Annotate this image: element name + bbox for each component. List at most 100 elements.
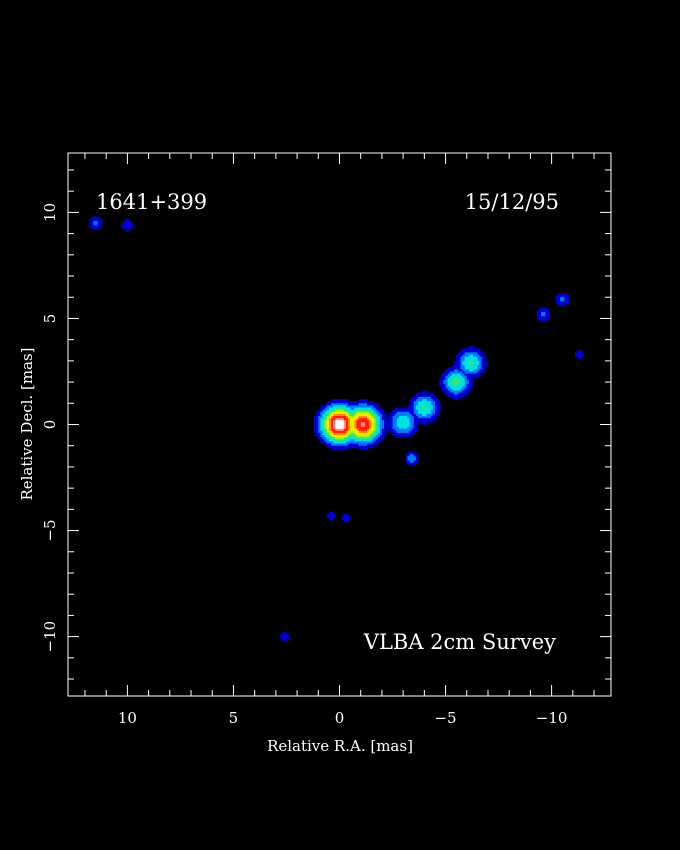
- emission-pixel: [426, 420, 429, 423]
- emission-pixel: [354, 443, 357, 447]
- emission-pixel: [541, 318, 544, 321]
- emission-pixel: [282, 638, 285, 642]
- emission-pixel: [362, 420, 366, 423]
- emission-pixel: [324, 441, 328, 444]
- emission-pixel: [460, 373, 463, 377]
- emission-pixel: [362, 435, 366, 438]
- emission-pixel: [328, 515, 332, 519]
- emission-pixel: [343, 409, 347, 413]
- emission-pixel: [354, 411, 357, 415]
- emission-pixel: [432, 409, 436, 413]
- emission-pixel: [428, 403, 432, 406]
- emission-pixel: [405, 432, 408, 436]
- emission-pixel: [362, 422, 366, 425]
- emission-pixel: [381, 428, 385, 432]
- emission-pixel: [347, 424, 351, 428]
- emission-pixel: [447, 384, 451, 387]
- emission-pixel: [384, 430, 387, 434]
- emission-pixel: [466, 390, 470, 394]
- emission-pixel: [352, 420, 355, 423]
- y-tick-label: 0: [41, 420, 59, 430]
- emission-pixel: [471, 367, 474, 370]
- emission-pixel: [337, 447, 340, 451]
- emission-pixel: [350, 443, 353, 447]
- emission-pixel: [331, 432, 334, 436]
- emission-pixel: [123, 227, 126, 230]
- emission-pixel: [456, 371, 459, 374]
- emission-pixel: [543, 314, 546, 317]
- emission-pixel: [324, 439, 328, 442]
- emission-pixel: [390, 416, 393, 419]
- emission-pixel: [413, 407, 417, 411]
- emission-pixel: [424, 403, 427, 406]
- emission-pixel: [286, 636, 289, 640]
- emission-pixel: [415, 403, 419, 406]
- emission-pixel: [358, 443, 362, 447]
- emission-pixel: [468, 356, 472, 360]
- emission-pixel: [428, 411, 432, 415]
- emission-pixel: [373, 437, 376, 440]
- emission-pixel: [454, 369, 457, 372]
- emission-pixel: [415, 411, 419, 415]
- emission-pixel: [358, 447, 362, 451]
- emission-pixel: [347, 443, 351, 447]
- emission-pixel: [447, 373, 451, 377]
- emission-pixel: [407, 426, 410, 430]
- emission-pixel: [415, 418, 419, 421]
- emission-pixel: [362, 418, 366, 421]
- emission-pixel: [538, 312, 542, 315]
- emission-pixel: [394, 413, 398, 417]
- emission-pixel: [381, 430, 385, 434]
- emission-pixel: [422, 399, 425, 402]
- emission-pixel: [333, 445, 336, 449]
- emission-pixel: [95, 227, 99, 230]
- emission-pixel: [328, 426, 332, 430]
- emission-pixel: [331, 437, 334, 440]
- emission-pixel: [477, 369, 480, 372]
- emission-pixel: [352, 437, 355, 440]
- emission-pixel: [415, 456, 419, 459]
- emission-pixel: [441, 388, 444, 391]
- emission-pixel: [373, 439, 376, 442]
- emission-pixel: [424, 394, 427, 398]
- emission-pixel: [371, 411, 374, 415]
- emission-pixel: [434, 396, 438, 400]
- emission-pixel: [458, 394, 461, 398]
- emission-pixel: [413, 452, 417, 455]
- emission-pixel: [439, 382, 442, 385]
- emission-pixel: [354, 424, 357, 428]
- emission-pixel: [91, 227, 94, 230]
- emission-pixel: [415, 396, 419, 400]
- emission-pixel: [460, 382, 463, 385]
- emission-pixel: [350, 439, 353, 442]
- emission-pixel: [426, 416, 429, 419]
- emission-pixel: [331, 426, 334, 430]
- emission-pixel: [447, 382, 451, 385]
- emission-pixel: [460, 377, 463, 381]
- emission-pixel: [347, 413, 351, 417]
- emission-pixel: [415, 454, 419, 457]
- emission-pixel: [364, 416, 368, 419]
- emission-pixel: [320, 439, 323, 442]
- emission-pixel: [471, 382, 474, 385]
- emission-pixel: [560, 297, 563, 300]
- emission-pixel: [471, 348, 474, 351]
- emission-pixel: [422, 422, 425, 425]
- emission-pixel: [328, 407, 332, 411]
- emission-pixel: [462, 371, 466, 374]
- emission-pixel: [555, 295, 559, 298]
- emission-pixel: [473, 360, 476, 364]
- emission-pixel: [326, 424, 330, 428]
- emission-pixel: [339, 424, 343, 428]
- emission-pixel: [424, 399, 427, 402]
- emission-pixel: [341, 424, 345, 428]
- emission-pixel: [326, 428, 330, 432]
- emission-pixel: [475, 367, 478, 370]
- emission-pixel: [394, 416, 398, 419]
- emission-pixel: [347, 435, 351, 438]
- emission-pixel: [449, 390, 453, 394]
- emission-pixel: [328, 439, 332, 442]
- emission-pixel: [420, 399, 423, 402]
- emission-pixel: [375, 426, 379, 430]
- emission-pixel: [464, 354, 468, 358]
